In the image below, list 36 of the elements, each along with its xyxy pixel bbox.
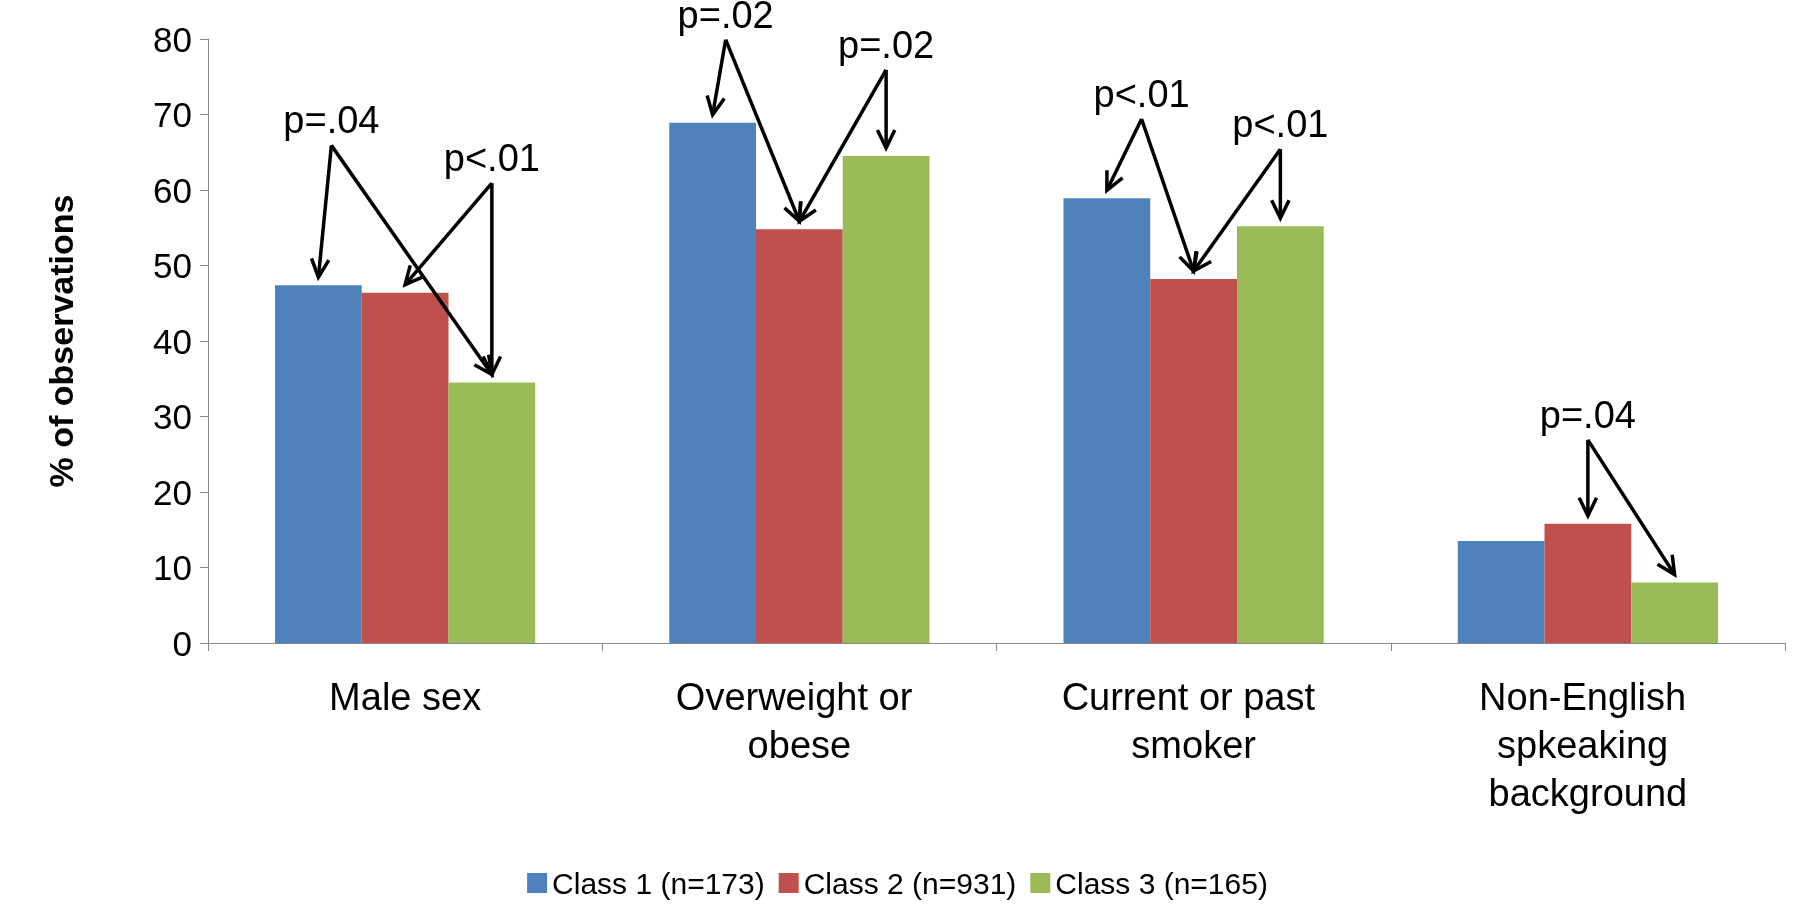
x-tick-label: Overweight or obese (675, 676, 923, 766)
bar (756, 229, 843, 643)
annotation: p=.04 (283, 99, 380, 142)
legend-label: Class 2 (n=931) (803, 866, 1017, 900)
bar (669, 122, 757, 643)
bar (1544, 523, 1632, 643)
annotation: p=.02 (838, 23, 935, 66)
y-tick-label: 10 (153, 548, 192, 587)
x-tick-label: Current or past smoker (1061, 676, 1326, 766)
legend-label: Class 1 (n=173) (552, 866, 765, 900)
text: p=.02 (677, 0, 774, 36)
bar (1150, 279, 1237, 643)
bar (361, 292, 449, 643)
bar (1236, 226, 1324, 643)
y-tick-label: 20 (153, 472, 192, 512)
y-tick-label: 0 (172, 623, 192, 663)
bar (448, 382, 536, 643)
x-tick-label: Male sex (329, 676, 482, 718)
y-tick-label: 70 (153, 95, 192, 134)
y-axis-title: % of observations (42, 194, 80, 488)
bar (842, 156, 930, 643)
annotation: p=.04 (1539, 393, 1636, 436)
annotation: p<.01 (443, 137, 540, 180)
y-tick-label: 40 (153, 321, 192, 361)
y-tick-label: 50 (153, 246, 192, 285)
bar (275, 285, 362, 643)
y-tick-label: 80 (153, 19, 192, 59)
bar (1457, 541, 1545, 643)
x-tick-label: Non-English spkeaking background (1479, 676, 1697, 814)
y-tick-label: 30 (153, 397, 192, 436)
y-tick-label: 60 (153, 170, 192, 210)
bar (1063, 198, 1151, 643)
bar (1631, 582, 1718, 643)
annotation: p<.01 (1232, 103, 1329, 146)
annotation: p<.01 (1093, 72, 1190, 115)
legend-label: Class 3 (n=165) (1055, 866, 1268, 900)
